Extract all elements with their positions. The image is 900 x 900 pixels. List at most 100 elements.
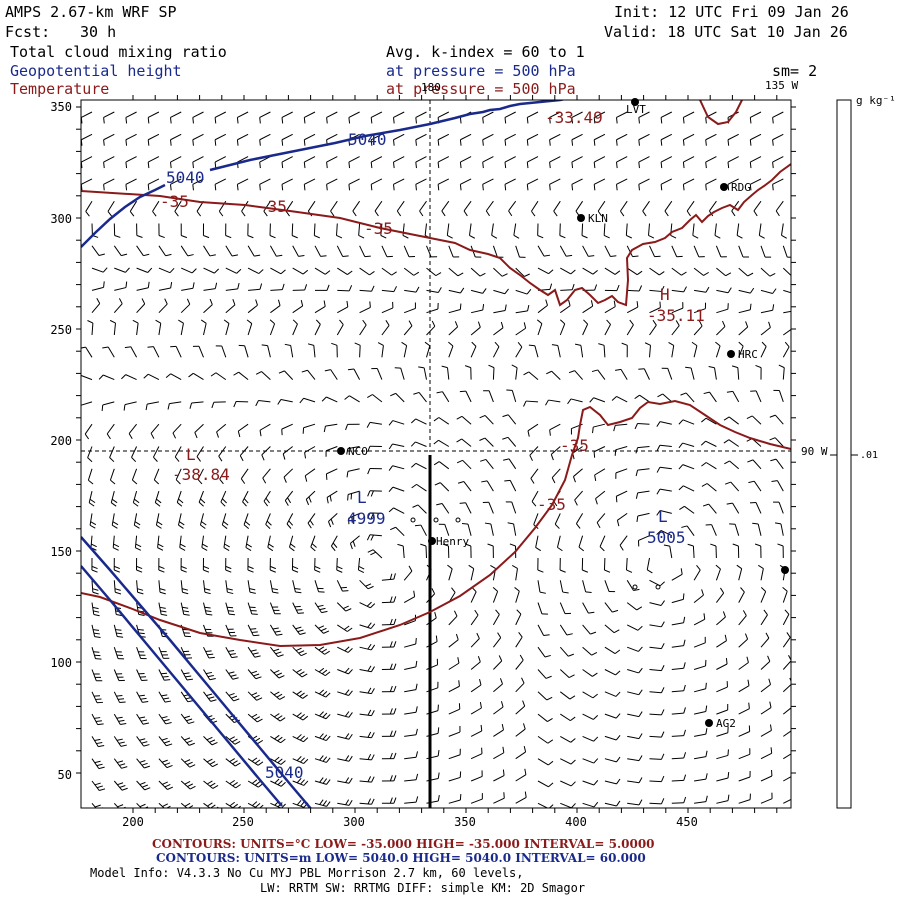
wind-barb-shaft [330,200,338,212]
wind-barb-feather [236,117,239,124]
wind-barb-shaft [247,304,258,314]
wind-barb-shaft [395,526,405,537]
wind-barb-feather [194,432,198,439]
wind-barb-feather [793,792,794,798]
wind-barb-shaft [515,682,525,693]
wind-barb-feather [727,772,730,779]
wind-barb-feather [370,161,373,169]
wind-barb-shaft [129,200,138,212]
wind-barb-feather [435,635,438,642]
wind-barb-feather [708,366,715,369]
wind-barb-feather [459,161,462,169]
wind-barb-shaft [147,111,160,118]
wind-barb-feather [456,459,463,464]
footer-temp-contours: CONTOURS: UNITS=°C LOW= -35.000 HIGH= -3… [152,837,655,851]
wind-barb-feather [652,319,657,326]
wind-barb-feather [232,677,239,680]
wind-barb-shaft [649,780,662,783]
wind-barb-feather [526,139,529,146]
wind-barb-feather [550,454,554,461]
wind-barb-shaft [715,245,722,258]
wind-barb-shaft [270,669,280,679]
wind-barb-feather [198,501,204,507]
wind-barb-feather [660,117,663,124]
wind-barb-feather [715,564,721,570]
wind-barb-feather [261,344,268,347]
wind-barb-feather [613,629,620,634]
wind-barb-shaft [91,691,98,703]
wind-barb-feather [231,695,238,699]
station-henry-dot[interactable] [428,537,436,545]
wind-barb-feather [280,760,286,765]
wind-barb-shaft [571,178,583,185]
station-edge-dot[interactable] [781,566,789,574]
wind-barb-feather [700,440,706,446]
wind-barb-feather [725,657,728,665]
wind-barb-shaft [336,223,338,236]
station-ag2-dot[interactable] [705,719,713,727]
wind-barb-feather [410,441,416,447]
wind-barb-feather [186,740,193,744]
wind-barb-feather [479,272,486,277]
wind-barb-shaft [136,758,145,769]
station-kln-dot[interactable] [577,214,585,222]
wind-barb-shaft [730,481,740,492]
wind-barb-feather [747,459,754,463]
wind-barb-feather [291,235,298,239]
wind-barb-shaft [738,799,751,804]
wind-barb-feather [247,235,254,239]
wind-barb-shaft [626,624,639,631]
wind-barb-shaft [225,602,230,615]
wind-barb-feather [314,569,321,573]
wind-barb-shaft [694,289,707,293]
wind-barb-shaft [336,557,338,571]
wind-barb-shaft [314,669,326,677]
wind-barb-feather [255,781,261,786]
wind-barb-shaft [493,289,506,295]
wind-barb-feather [660,665,665,671]
wind-barb-feather [326,497,329,504]
wind-barb-shaft [470,346,477,358]
wind-barb-shaft [738,591,745,603]
wind-barb-shaft [358,223,361,236]
wind-barb-shaft [348,156,360,163]
wind-barb-shaft [515,289,528,295]
wind-barb-shaft [716,308,729,314]
wind-barb-feather [705,117,707,124]
forecast-hour: 30 h [80,23,117,41]
station-rdg-dot[interactable] [720,183,728,191]
wind-barb-feather [364,255,371,258]
wind-barb-feather [182,606,189,609]
wind-barb-feather [661,285,665,292]
wind-barb-shaft [158,245,167,257]
wind-barb-feather [170,139,172,146]
wind-barb-feather [85,211,90,217]
wind-barb-shaft [199,513,204,526]
station-hrc-dot[interactable] [727,350,735,358]
wind-barb-feather [682,184,685,191]
wind-barb-shaft [267,345,271,358]
station-nco-dot[interactable] [337,447,345,455]
wind-barb-feather [595,498,598,505]
wind-barb-feather [593,184,596,191]
wind-barb-feather [176,502,183,507]
wind-barb-feather [638,285,643,292]
wind-barb-feather [117,698,125,700]
wind-barb-feather [388,507,394,513]
wind-barb-feather [668,342,674,346]
wind-barb-feather [436,391,443,394]
wind-barb-shaft [448,267,459,277]
wind-barb-feather [370,644,376,651]
wind-barb-feather [279,696,286,700]
wind-barb-feather [727,749,729,756]
wind-barb-shaft [690,367,695,380]
wind-barb-shaft [760,684,771,693]
wind-barb-feather [576,523,581,529]
wind-barb-shaft [103,111,115,118]
wind-barb-feather [769,701,772,708]
wind-barb-shaft [783,730,791,737]
wind-barb-feather [367,490,371,497]
wind-barb-shaft [225,780,236,789]
wind-barb-feather [122,810,128,812]
wind-barb-shaft [716,616,726,626]
